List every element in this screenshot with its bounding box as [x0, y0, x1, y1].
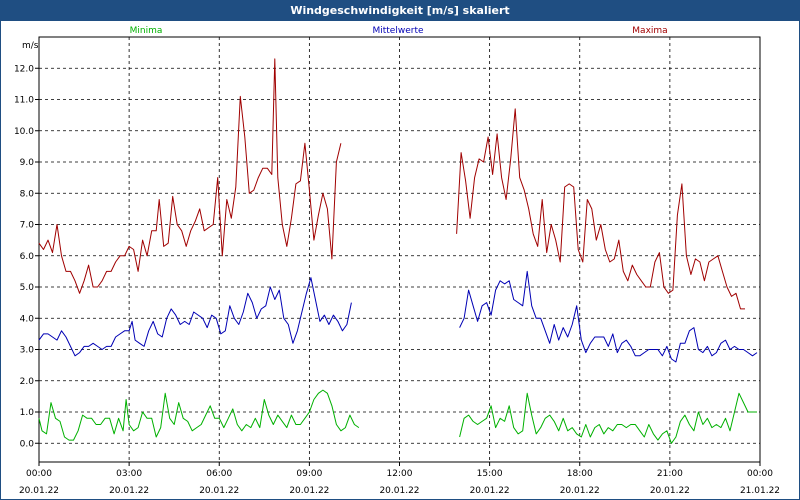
window-title: Windgeschwindigkeit [m/s] skaliert — [1, 1, 799, 21]
y-tick-label: 2.0 — [20, 377, 35, 387]
y-tick-label: 5.0 — [20, 283, 35, 293]
x-tick-date-label: 20.01.22 — [379, 486, 419, 496]
wind-speed-chart: 0.0 1.0 2.0 3.0 4.0 5.0 6.0 7.0 8.0 9.0 10.0 11.0 12… — [14, 26, 780, 496]
x-axis: 00:00 20.01.22 03:00 20.01.22 06:00 20.01.22 0… — [19, 462, 780, 496]
x-tick-time-label: 06:00 — [206, 469, 232, 479]
y-axis: 0.0 1.0 2.0 3.0 4.0 5.0 6.0 7.0 8.0 9.0 10.0 11.0 12… — [14, 64, 39, 449]
x-tick-time-label: 00:00 — [747, 469, 773, 479]
x-tick-time-label: 00:00 — [26, 469, 52, 479]
x-tick-time-label: 03:00 — [116, 469, 142, 479]
x-tick-time-label: 18:00 — [567, 469, 593, 479]
x-tick-date-label: 20.01.22 — [199, 486, 239, 496]
y-tick-label: 10.0 — [14, 127, 34, 137]
series-lines — [38, 58, 758, 444]
y-tick-label: 6.0 — [20, 252, 35, 262]
x-tick-date-label: 20.01.22 — [470, 486, 510, 496]
x-tick-date-label: 20.01.22 — [109, 486, 149, 496]
y-tick-label: 9.0 — [20, 158, 35, 168]
y-tick-label: 3.0 — [20, 346, 35, 356]
y-axis-label: m/s — [22, 41, 39, 51]
x-tick-time-label: 12:00 — [387, 469, 413, 479]
legend-entry-maxima: Maxima — [632, 26, 667, 36]
x-tick-time-label: 15:00 — [477, 469, 503, 479]
series-line-mittelwerte — [38, 270, 758, 363]
y-tick-label: 12.0 — [14, 64, 34, 74]
y-tick-label: 1.0 — [20, 408, 35, 418]
y-tick-label: 4.0 — [20, 314, 35, 324]
y-tick-label: 7.0 — [20, 221, 35, 231]
y-tick-label: 11.0 — [14, 96, 34, 106]
legend-entry-minima: Minima — [130, 26, 163, 36]
x-tick-date-label: 20.01.22 — [19, 486, 59, 496]
series-line-minima — [38, 389, 757, 444]
x-tick-date-label: 20.01.22 — [560, 486, 600, 496]
x-tick-date-label: 20.01.22 — [650, 486, 690, 496]
x-tick-time-label: 09:00 — [296, 469, 322, 479]
y-tick-label: 0.0 — [20, 439, 35, 449]
series-line-maxima — [38, 58, 745, 310]
legend: Minima Mittelwerte Maxima — [130, 26, 668, 36]
x-tick-date-label: 20.01.22 — [289, 486, 329, 496]
legend-entry-mittelwerte: Mittelwerte — [372, 26, 423, 36]
x-tick-time-label: 21:00 — [657, 469, 683, 479]
x-tick-date-label: 21.01.22 — [740, 486, 780, 496]
grid — [39, 37, 760, 462]
y-tick-label: 8.0 — [20, 189, 35, 199]
